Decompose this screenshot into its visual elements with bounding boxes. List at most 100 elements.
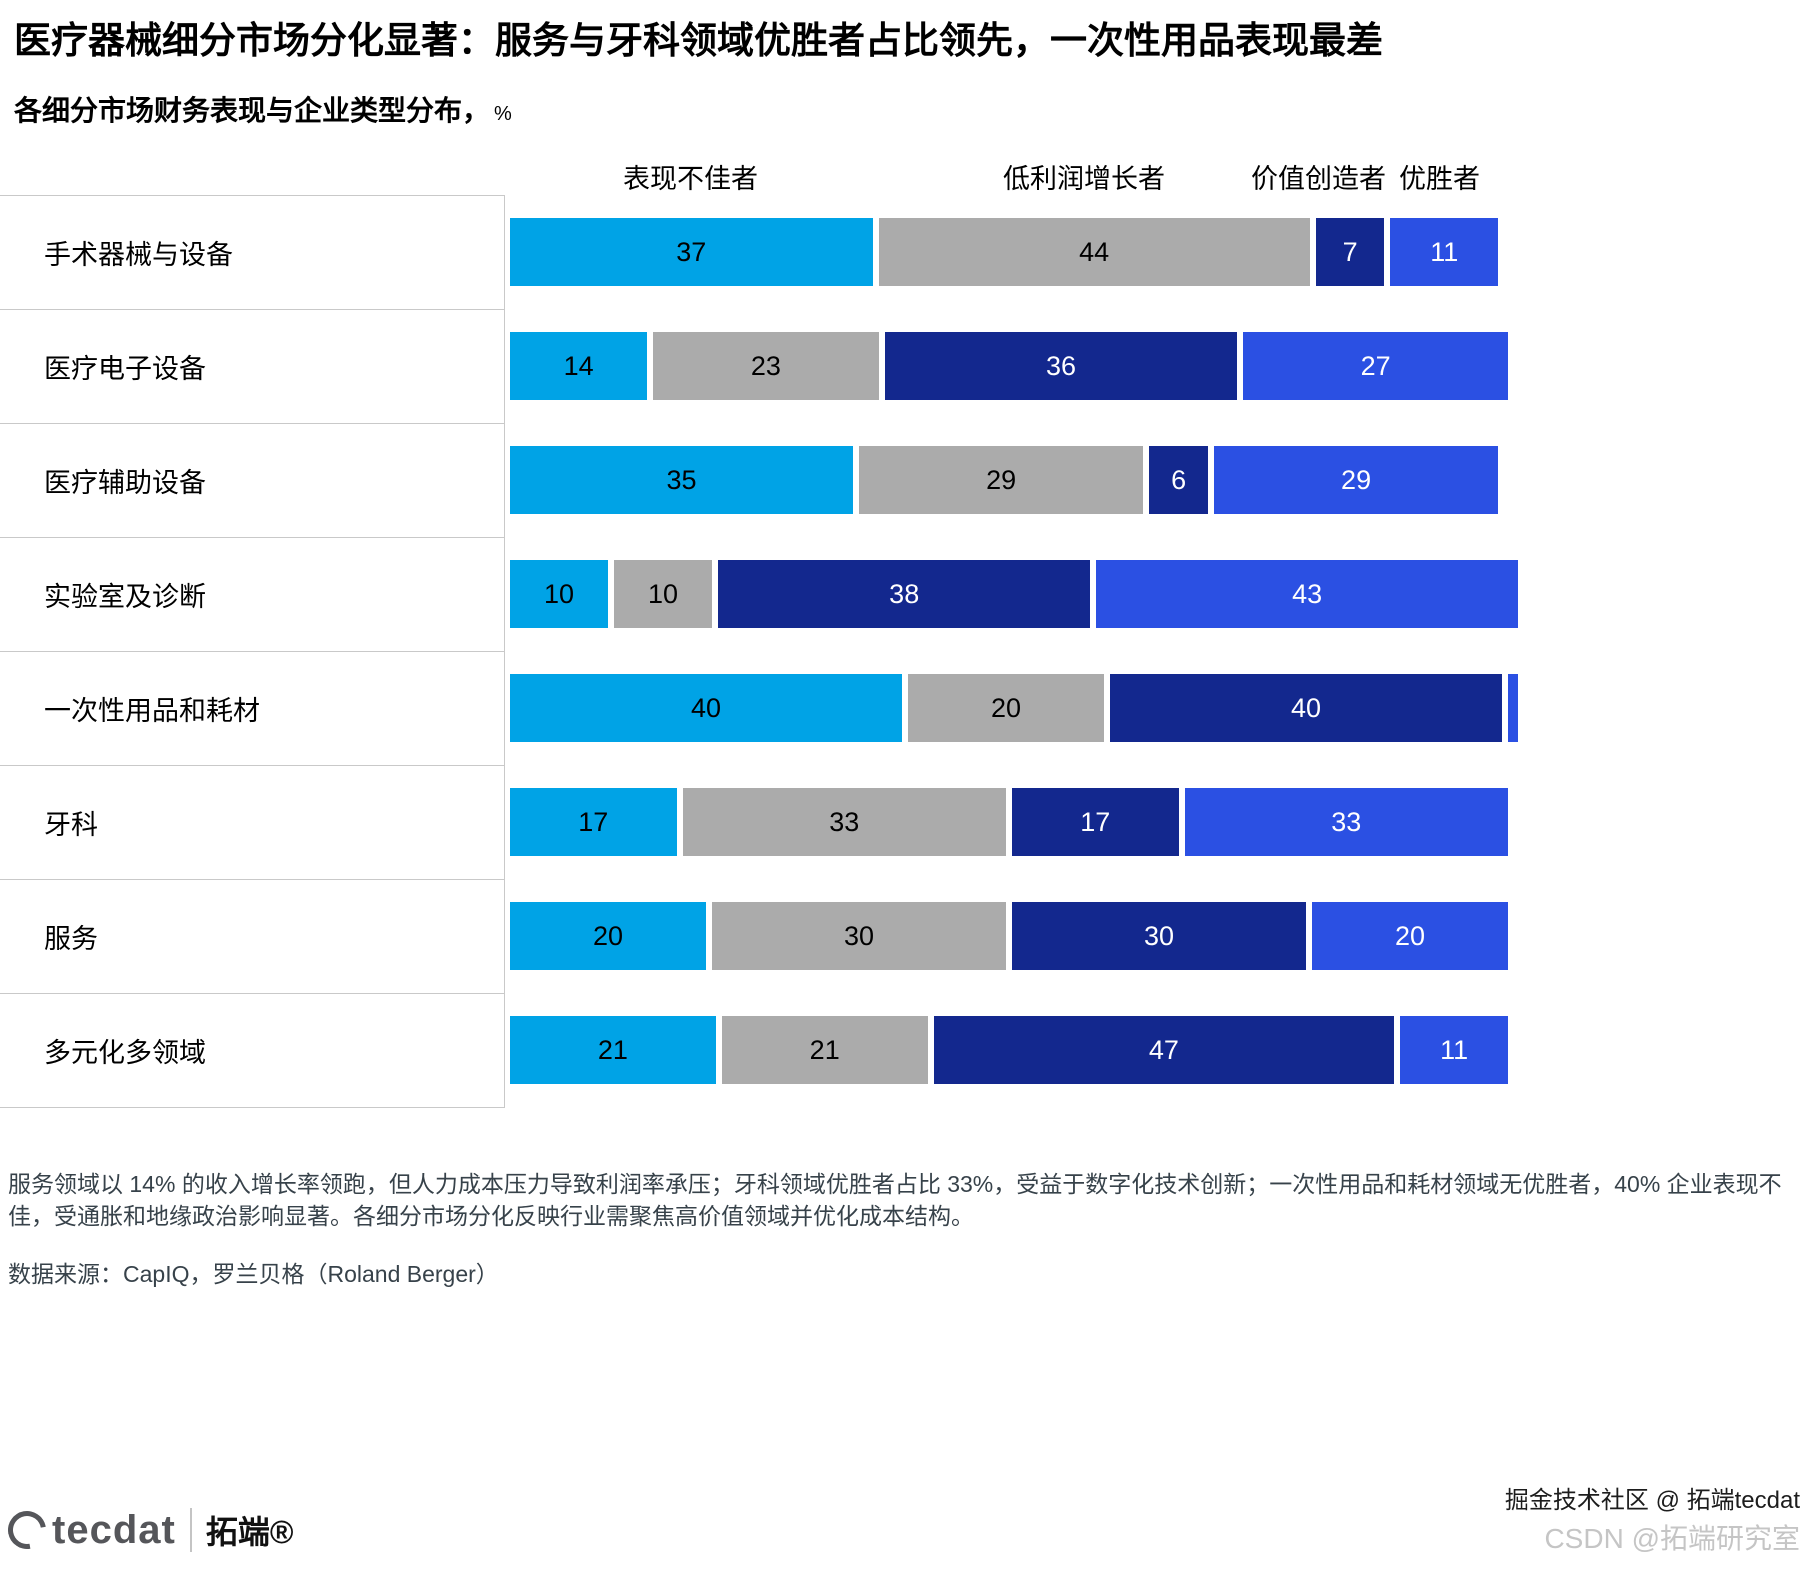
- bar-segment-value-creator: 17: [1011, 788, 1179, 857]
- bar-value: 29: [1341, 464, 1372, 495]
- tecdat-logo-brand: tecdat: [52, 1507, 176, 1552]
- bar-value: 27: [1360, 350, 1391, 381]
- category-label: 手术器械与设备: [0, 195, 505, 310]
- bar-group: 37 44 7 11: [505, 195, 1814, 309]
- bar-segment-underperformer: 40: [510, 674, 902, 743]
- bar-segment-winner: 11: [1390, 218, 1499, 287]
- tecdat-logo: tecdat 拓端®: [0, 1503, 294, 1557]
- legend-underperformer: 表现不佳者: [623, 164, 758, 195]
- bar-value: 33: [829, 806, 860, 837]
- chart-row: 多元化多领域 21 21 47 11: [0, 993, 1814, 1108]
- bar-group: 17 33 17 33: [505, 765, 1814, 879]
- bar-value: 23: [750, 350, 781, 381]
- bar-value: 11: [1440, 1034, 1469, 1065]
- bar-value: 20: [990, 692, 1022, 723]
- community-credit: 掘金技术社区 @ 拓端tecdat: [1504, 1487, 1800, 1514]
- bar-value: 29: [986, 464, 1017, 495]
- bar-segment-winner: 33: [1184, 788, 1508, 857]
- logo-divider: [189, 1508, 192, 1552]
- chart-row: 一次性用品和耗材 40 20 40: [0, 651, 1814, 766]
- chart-row: 医疗电子设备 14 23 36 27: [0, 309, 1814, 424]
- chart-rows: 手术器械与设备 37 44 7 11 医疗电子设备 14 23 36 27 医疗辅助设备 35 29 6 2…: [0, 195, 1814, 1108]
- bar-group: 10 10 38 43: [505, 537, 1814, 651]
- legend-value-creator: 价值创造者: [1251, 164, 1386, 195]
- bar-segment-low-profit-grower: 30: [712, 902, 1006, 971]
- bar-segment-low-profit-grower: 33: [682, 788, 1006, 857]
- bar-value: 37: [676, 236, 707, 267]
- bar-segment-value-creator: 38: [718, 560, 1091, 629]
- bottom-bar: tecdat 拓端® 掘金技术社区 @ 拓端tecdat CSDN @拓端研究室: [0, 1479, 1800, 1557]
- bar-segment-underperformer: 14: [510, 332, 648, 401]
- bar-group: 14 23 36 27: [505, 309, 1814, 423]
- bar-segment-low-profit-grower: 23: [653, 332, 879, 401]
- legend-winner: 优胜者: [1399, 164, 1480, 195]
- bar-value: 6: [1171, 464, 1187, 495]
- bar-segment-winner: 27: [1243, 332, 1508, 401]
- subtitle-text: 各细分市场财务表现与企业类型分布，: [14, 95, 491, 127]
- category-label: 医疗辅助设备: [0, 423, 505, 538]
- bar-segment-underperformer: 10: [510, 560, 608, 629]
- bar-value: 21: [809, 1034, 840, 1065]
- bar-value: 30: [843, 920, 875, 951]
- bar-group: 20 30 30 20: [505, 879, 1814, 993]
- bar-value: 43: [1292, 578, 1323, 609]
- bar-value: 20: [1394, 920, 1426, 951]
- chart-row: 手术器械与设备 37 44 7 11: [0, 195, 1814, 310]
- chart-row: 牙科 17 33 17 33: [0, 765, 1814, 880]
- watermark: CSDN @拓端研究室: [1544, 1523, 1800, 1554]
- bar-segment-low-profit-grower: 21: [721, 1016, 928, 1085]
- stacked-bar-chart: 表现不佳者 低利润增长者 价值创造者 优胜者 手术器械与设备 37 44 7 11 医疗电…: [0, 157, 1814, 1108]
- bar-segment-winner: [1508, 674, 1518, 743]
- chart-row: 服务 20 30 30 20: [0, 879, 1814, 994]
- bar-segment-value-creator: 7: [1315, 218, 1385, 287]
- bar-value: 7: [1342, 236, 1358, 267]
- bar-value: 17: [578, 806, 609, 837]
- legend-row: 表现不佳者 低利润增长者 价值创造者 优胜者: [513, 157, 1814, 195]
- page-title: 医疗器械细分市场分化显著：服务与牙科领域优胜者占比领先，一次性用品表现最差: [14, 20, 1383, 61]
- chart-row: 实验室及诊断 10 10 38 43: [0, 537, 1814, 652]
- bar-value: 10: [647, 578, 679, 609]
- bar-value: 38: [889, 578, 920, 609]
- tecdat-logo-cn: 拓端®: [205, 1514, 294, 1550]
- category-label: 医疗电子设备: [0, 309, 505, 424]
- bar-segment-low-profit-grower: 20: [908, 674, 1104, 743]
- bar-segment-low-profit-grower: 10: [614, 560, 712, 629]
- bar-value: 47: [1148, 1034, 1179, 1065]
- bar-value: 10: [543, 578, 575, 609]
- category-label: 多元化多领域: [0, 993, 505, 1108]
- bar-value: 33: [1331, 806, 1362, 837]
- bar-segment-underperformer: 35: [510, 446, 853, 515]
- footnote: 服务领域以 14% 的收入增长率领跑，但人力成本压力导致利润率承压；牙科领域优胜…: [8, 1171, 1782, 1230]
- bar-segment-winner: 43: [1096, 560, 1518, 629]
- bar-segment-underperformer: 21: [510, 1016, 716, 1085]
- bar-segment-underperformer: 20: [510, 902, 706, 971]
- bar-value: 11: [1430, 236, 1459, 267]
- bar-value: 40: [1290, 692, 1322, 723]
- bar-segment-value-creator: 6: [1149, 446, 1208, 515]
- data-source: 数据来源：CapIQ，罗兰贝格（Roland Berger）: [8, 1260, 499, 1287]
- category-label: 一次性用品和耗材: [0, 651, 505, 766]
- bar-value: 14: [563, 350, 594, 381]
- bar-segment-winner: 11: [1400, 1016, 1508, 1085]
- footer-right: 掘金技术社区 @ 拓端tecdat CSDN @拓端研究室: [1505, 1480, 1800, 1557]
- bar-value: 44: [1079, 236, 1110, 267]
- bar-segment-value-creator: 40: [1110, 674, 1502, 743]
- bar-value: 21: [597, 1034, 628, 1065]
- category-label: 实验室及诊断: [0, 537, 505, 652]
- category-label: 牙科: [0, 765, 505, 880]
- bar-segment-winner: 20: [1312, 902, 1508, 971]
- chart-row: 医疗辅助设备 35 29 6 29: [0, 423, 1814, 538]
- bar-group: 21 21 47 11: [505, 993, 1814, 1107]
- bar-segment-value-creator: 47: [933, 1016, 1395, 1085]
- legend-low-profit-grower: 低利润增长者: [1003, 164, 1165, 195]
- bar-segment-low-profit-grower: 29: [859, 446, 1144, 515]
- bar-value: 35: [666, 464, 697, 495]
- category-label: 服务: [0, 879, 505, 994]
- bar-value: 40: [690, 692, 722, 723]
- bar-segment-value-creator: 30: [1012, 902, 1306, 971]
- bar-group: 35 29 6 29: [505, 423, 1814, 537]
- bar-group: 40 20 40: [505, 651, 1814, 765]
- bar-segment-underperformer: 17: [510, 788, 677, 857]
- bar-segment-value-creator: 36: [884, 332, 1238, 401]
